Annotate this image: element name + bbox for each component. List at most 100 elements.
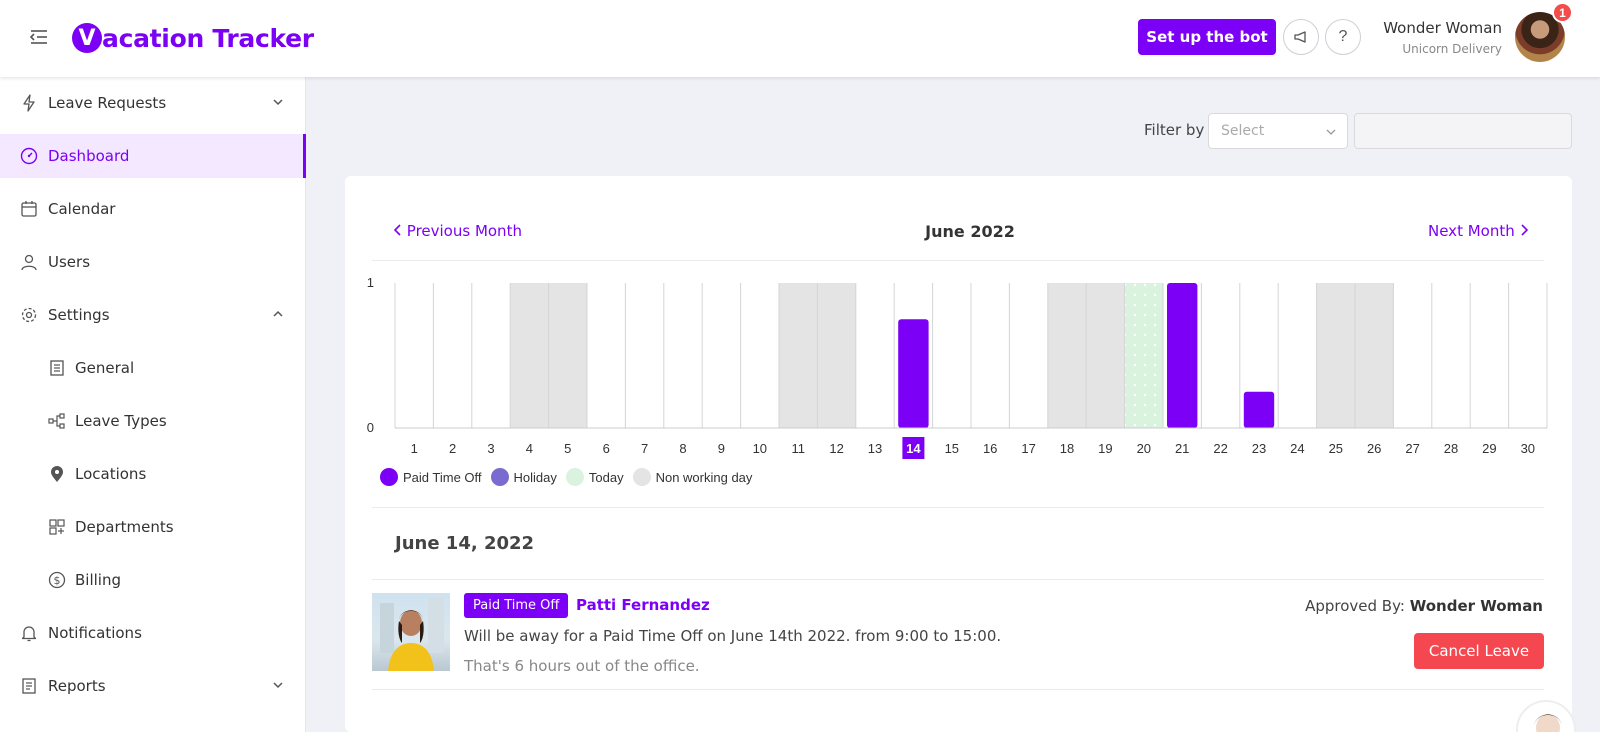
support-agent-icon bbox=[1534, 714, 1562, 732]
help-button[interactable]: ? bbox=[1325, 19, 1361, 55]
question-icon: ? bbox=[1338, 28, 1348, 45]
x-tick-label[interactable]: 5 bbox=[564, 441, 571, 456]
x-tick-label[interactable]: 11 bbox=[791, 441, 805, 456]
x-tick-label[interactable]: 12 bbox=[829, 441, 843, 456]
x-tick-label[interactable]: 26 bbox=[1367, 441, 1381, 456]
sidebar-item-calendar[interactable]: Calendar bbox=[0, 187, 306, 231]
sidebar-item-settings[interactable]: Settings bbox=[0, 293, 306, 337]
x-tick-label[interactable]: 29 bbox=[1482, 441, 1496, 456]
legend-label: Paid Time Off bbox=[403, 469, 482, 485]
sidebar-item-label: Calendar bbox=[48, 200, 116, 218]
x-tick-label[interactable]: 16 bbox=[983, 441, 997, 456]
filter-input[interactable] bbox=[1354, 113, 1572, 149]
sidebar-item-general[interactable]: General bbox=[0, 346, 306, 390]
x-tick-label[interactable]: 7 bbox=[641, 441, 648, 456]
x-tick-label[interactable]: 21 bbox=[1175, 441, 1189, 456]
sidebar-item-reports[interactable]: Reports bbox=[0, 664, 306, 708]
x-tick-label[interactable]: 6 bbox=[603, 441, 610, 456]
divider bbox=[372, 260, 1544, 261]
x-tick-label[interactable]: 13 bbox=[868, 441, 882, 456]
user-name[interactable]: Wonder Woman bbox=[1383, 19, 1502, 37]
logo-mark: V bbox=[72, 23, 102, 53]
x-tick-label[interactable]: 2 bbox=[449, 441, 456, 456]
bar-day-14[interactable] bbox=[898, 319, 929, 428]
cancel-leave-button[interactable]: Cancel Leave bbox=[1414, 633, 1544, 669]
x-tick-label[interactable]: 8 bbox=[679, 441, 686, 456]
x-tick-label[interactable]: 19 bbox=[1098, 441, 1112, 456]
sidebar-item-dashboard[interactable]: Dashboard bbox=[0, 134, 306, 178]
non-working-day-band bbox=[817, 283, 856, 428]
sidebar-item-notifications[interactable]: Notifications bbox=[0, 611, 306, 655]
previous-month-button[interactable]: Previous Month bbox=[392, 222, 522, 240]
x-tick-label[interactable]: 27 bbox=[1405, 441, 1419, 456]
x-tick-label[interactable]: 20 bbox=[1137, 441, 1151, 456]
sidebar-item-label: Dashboard bbox=[48, 147, 130, 165]
x-tick-label[interactable]: 22 bbox=[1213, 441, 1227, 456]
sidebar-item-label: Notifications bbox=[48, 624, 142, 642]
x-tick-label[interactable]: 15 bbox=[945, 441, 959, 456]
legend-label: Non working day bbox=[655, 469, 753, 485]
x-tick-label[interactable]: 24 bbox=[1290, 441, 1304, 456]
legend-label: Today bbox=[588, 469, 624, 485]
leave-user-link[interactable]: Patti Fernandez bbox=[576, 596, 710, 614]
next-month-button[interactable]: Next Month bbox=[1428, 222, 1530, 240]
announcements-button[interactable] bbox=[1283, 19, 1319, 55]
sidebar-item-label: Locations bbox=[75, 465, 147, 483]
filter-select-placeholder: Select bbox=[1221, 123, 1265, 139]
employee-photo bbox=[372, 593, 450, 671]
x-tick-label[interactable]: 23 bbox=[1252, 441, 1266, 456]
legend-item: Non working day bbox=[632, 468, 753, 486]
sidebar-item-label: Settings bbox=[48, 306, 110, 324]
setup-bot-button[interactable]: Set up the bot bbox=[1138, 19, 1276, 55]
legend-item: Today bbox=[565, 468, 624, 486]
sidebar-item-locations[interactable]: Locations bbox=[0, 452, 306, 496]
legend-label: Holiday bbox=[513, 469, 557, 485]
legend-swatch bbox=[565, 468, 584, 486]
x-tick-label[interactable]: 14 bbox=[906, 441, 921, 456]
notification-badge[interactable]: 1 bbox=[1552, 2, 1573, 23]
sidebar-item-users[interactable]: Users bbox=[0, 240, 306, 284]
user-icon bbox=[21, 254, 37, 271]
x-tick-label[interactable]: 1 bbox=[411, 441, 418, 456]
legend-swatch bbox=[490, 468, 509, 486]
dashboard-icon bbox=[20, 147, 38, 165]
x-tick-label[interactable]: 4 bbox=[526, 441, 533, 456]
bar-day-23[interactable] bbox=[1243, 391, 1275, 428]
person-photo-icon bbox=[380, 598, 444, 671]
svg-text:$: $ bbox=[54, 574, 61, 587]
leave-type-badge: Paid Time Off bbox=[464, 593, 569, 618]
divider bbox=[372, 579, 1544, 580]
x-tick-label[interactable]: 3 bbox=[487, 441, 494, 456]
building-icon bbox=[50, 360, 64, 376]
sidebar-item-label: General bbox=[75, 359, 135, 377]
leave-hours-note: That's 6 hours out of the office. bbox=[464, 657, 700, 675]
x-tick-label[interactable]: 17 bbox=[1021, 441, 1035, 456]
user-company: Unicorn Delivery bbox=[1402, 42, 1502, 56]
app-logo[interactable]: V acation Tracker bbox=[72, 20, 314, 56]
sidebar-item-label: Users bbox=[48, 253, 91, 271]
x-tick-label[interactable]: 28 bbox=[1444, 441, 1458, 456]
menu-collapse-icon[interactable] bbox=[28, 26, 50, 48]
sidebar-item-leave-requests[interactable]: Leave Requests bbox=[0, 81, 306, 125]
hierarchy-icon bbox=[48, 413, 65, 429]
sidebar: Leave Requests Dashboard Calendar Users … bbox=[0, 77, 306, 732]
x-tick-label[interactable]: 18 bbox=[1060, 441, 1074, 456]
x-tick-label[interactable]: 9 bbox=[718, 441, 725, 456]
bar-day-21[interactable] bbox=[1167, 283, 1198, 428]
sidebar-item-billing[interactable]: $ Billing bbox=[0, 558, 306, 602]
selected-day-highlight bbox=[902, 437, 925, 459]
non-working-day-band bbox=[1316, 283, 1355, 428]
sidebar-item-leave-types[interactable]: Leave Types bbox=[0, 399, 306, 443]
sidebar-item-departments[interactable]: Departments bbox=[0, 505, 306, 549]
filter-select[interactable]: Select bbox=[1208, 113, 1348, 149]
x-tick-label[interactable]: 25 bbox=[1329, 441, 1343, 456]
sidebar-item-label: Billing bbox=[75, 571, 121, 589]
legend-item: Holiday bbox=[490, 468, 557, 486]
approved-by-name: Wonder Woman bbox=[1409, 597, 1543, 615]
filter-label: Filter by bbox=[1144, 121, 1205, 139]
chevron-left-icon bbox=[393, 224, 401, 236]
chevron-right-icon bbox=[1520, 224, 1528, 236]
location-pin-icon bbox=[51, 466, 63, 482]
x-tick-label[interactable]: 30 bbox=[1521, 441, 1535, 456]
x-tick-label[interactable]: 10 bbox=[753, 441, 767, 456]
